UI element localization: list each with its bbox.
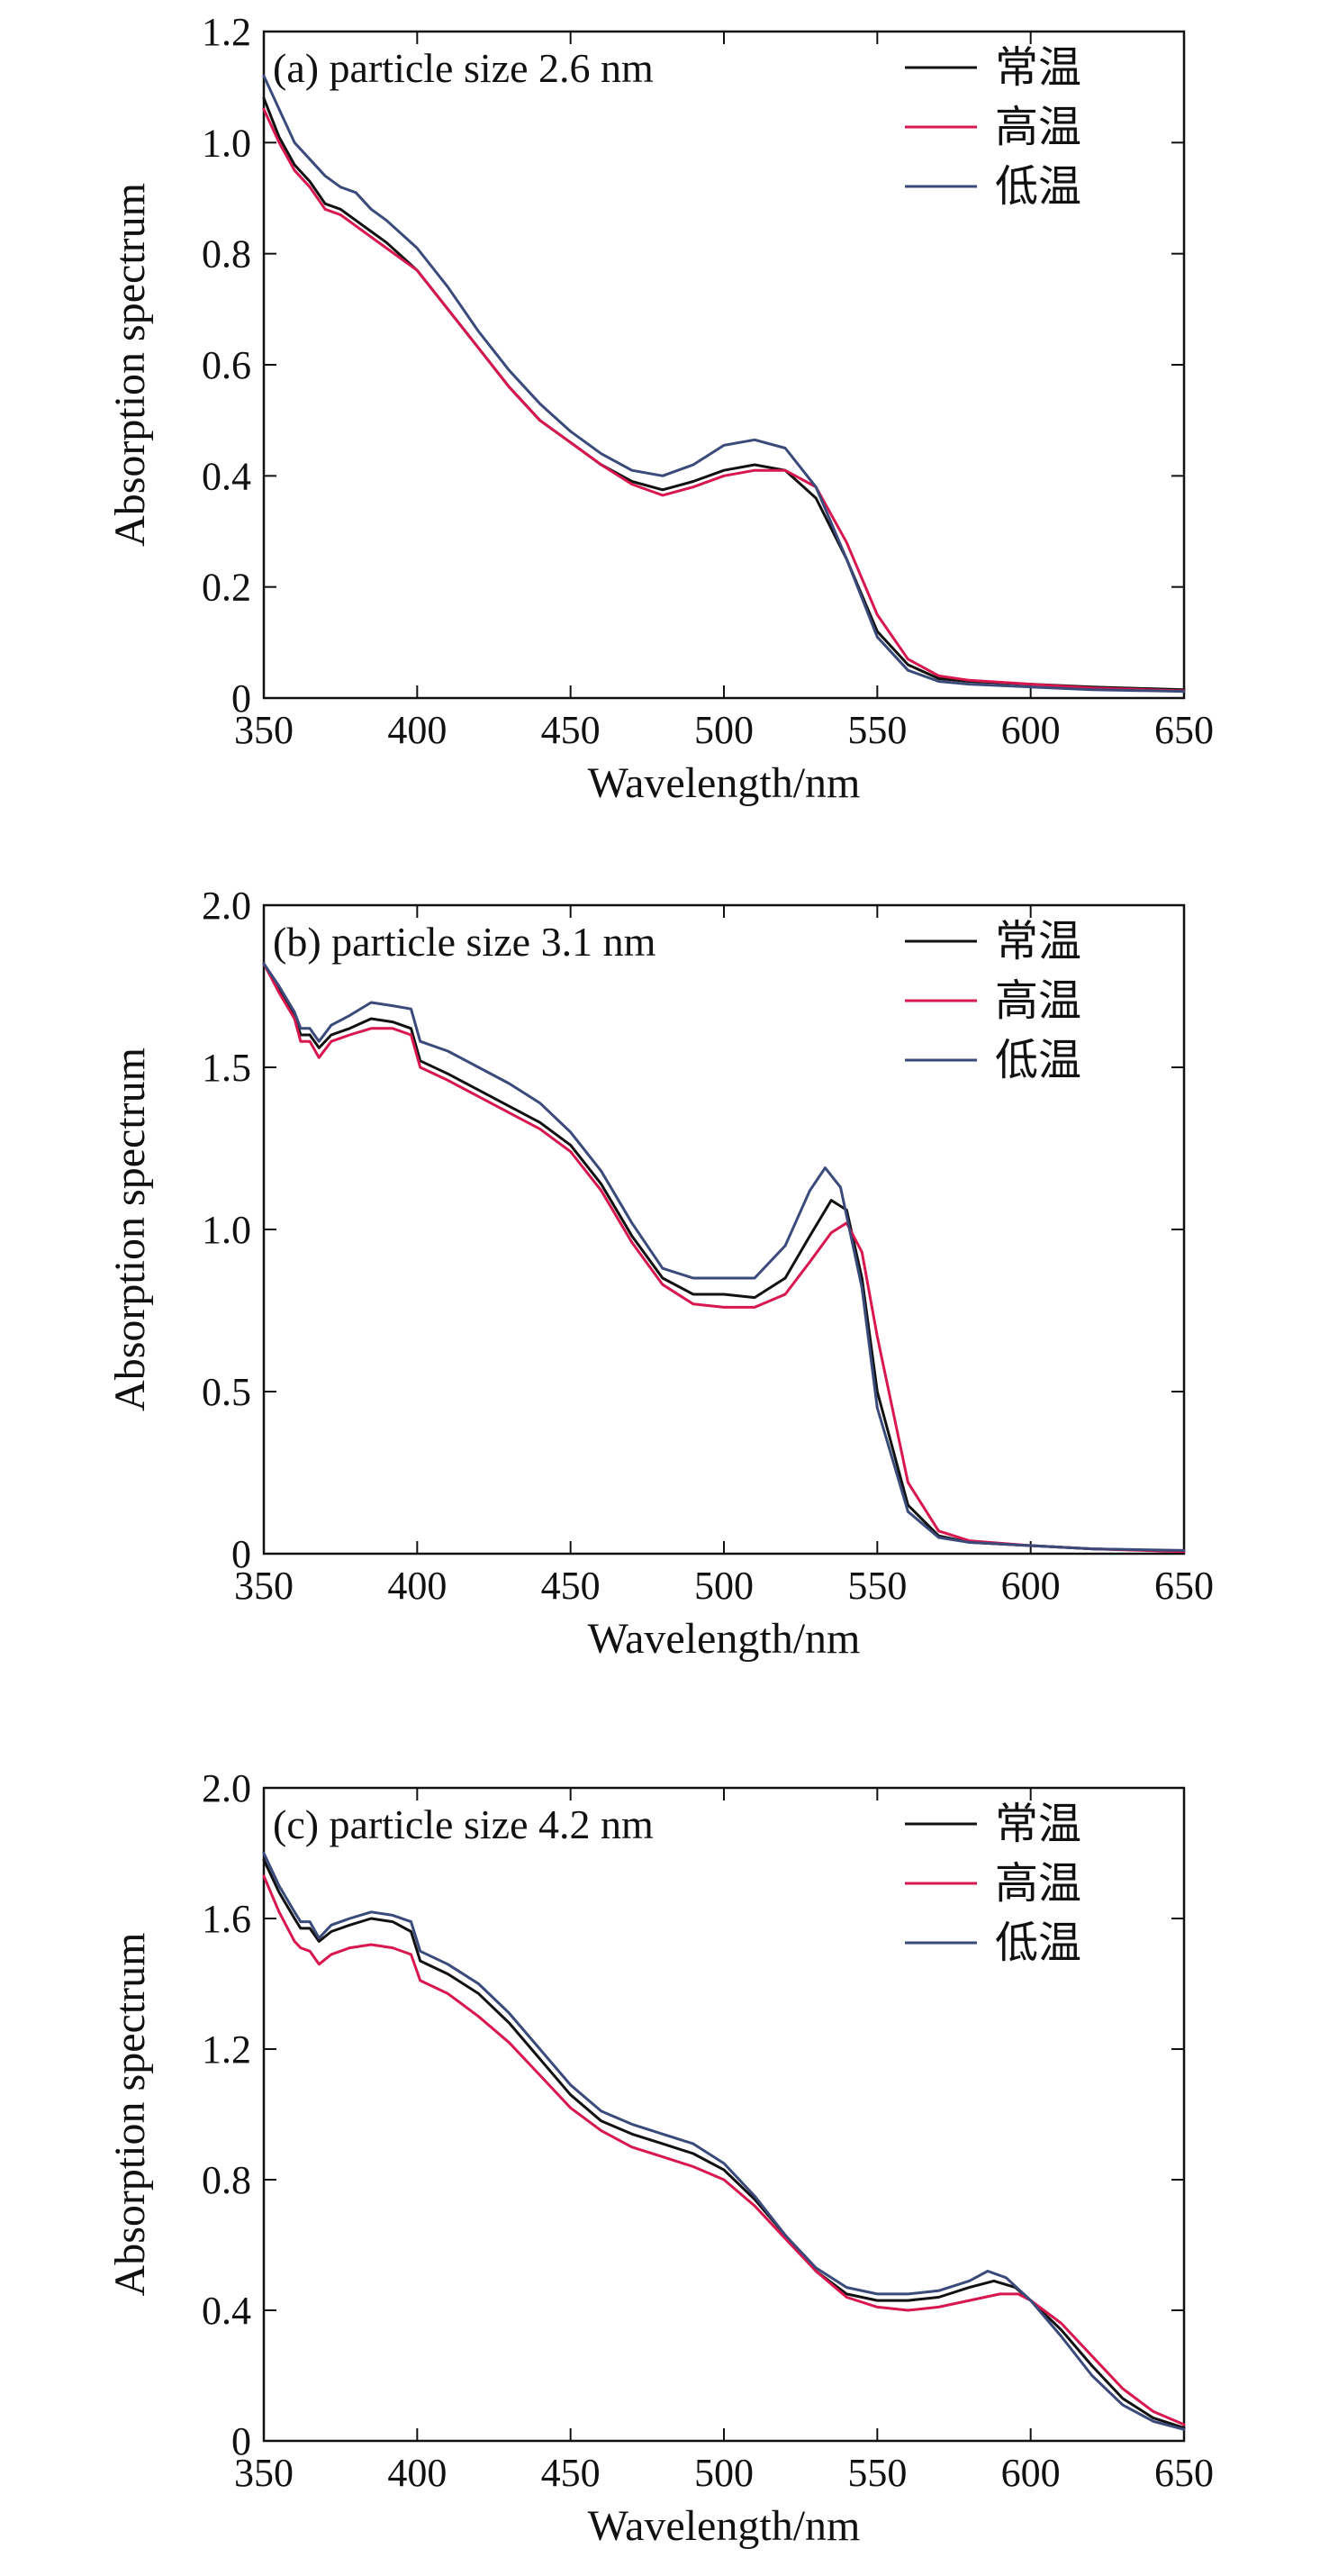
x-tick-label: 550 [847,1564,907,1608]
x-axis-label: Wavelength/nm [588,1615,861,1663]
x-tick-label: 500 [694,708,754,752]
x-tick-label: 550 [847,708,907,752]
x-axis-label: Wavelength/nm [588,759,861,807]
x-tick-label: 500 [694,1564,754,1608]
x-tick-label: 500 [694,2451,754,2495]
x-tick-label: 550 [847,2451,907,2495]
x-tick-label: 350 [234,708,294,752]
series-line-1 [262,962,1186,1554]
y-axis-label: Absorption spectrum [106,1933,154,2297]
y-axis-label: Absorption spectrum [106,183,154,547]
y-tick-label: 0 [231,2419,251,2463]
y-tick-label: 0.6 [202,343,251,387]
series-line-2 [262,1852,1186,2431]
x-tick-label: 400 [387,1564,447,1608]
legend-label: 常温 [995,1799,1081,1849]
x-tick-label: 400 [387,2451,447,2495]
y-tick-label: 1.5 [202,1046,251,1090]
series-line-1 [262,1874,1186,2426]
y-tick-label: 1.0 [202,1208,251,1252]
panel-a: 350 400 450 500 550 600 650 0 0.2 0.4 0.6 0.8 1.0 1.2… [106,10,1214,807]
x-tick-label: 600 [1001,708,1061,752]
y-tick-label: 1.2 [202,10,251,54]
panel-b: 350 400 450 500 550 600 650 0 0.5 1.0 1.5 2.0 Wavele… [106,884,1214,1663]
series-line-0 [262,962,1186,1553]
x-tick-label: 650 [1154,2451,1214,2495]
legend-label: 高温 [995,102,1081,152]
y-tick-label: 0.4 [202,454,251,498]
x-tick-label: 350 [234,1564,294,1608]
x-tick-label: 450 [541,708,601,752]
y-tick-label: 2.0 [202,884,251,928]
x-axis-label: Wavelength/nm [588,2502,861,2550]
series-line-2 [262,74,1186,694]
panel-title: (c) particle size 4.2 nm [273,1801,654,1847]
series-line-1 [262,107,1186,693]
y-tick-label: 0.8 [202,232,251,277]
legend-label: 常温 [995,42,1081,93]
y-tick-label: 1.2 [202,2027,251,2072]
y-tick-label: 0.2 [202,566,251,610]
x-tick-label: 450 [541,1564,601,1608]
x-tick-label: 600 [1001,2451,1061,2495]
series-line-2 [262,962,1186,1552]
y-tick-label: 1.0 [202,121,251,165]
legend-label: 高温 [995,1858,1081,1909]
y-tick-label: 0.5 [202,1370,251,1414]
panel-c: 350 400 450 500 550 600 650 0 0.4 0.8 1.2 1.6 2.0 Wav… [106,1766,1214,2550]
legend-label: 低温 [995,1918,1081,1968]
y-tick-label: 0.4 [202,2289,251,2333]
panel-title: (a) particle size 2.6 nm [273,45,654,91]
x-tick-label: 650 [1154,1564,1214,1608]
legend-label: 低温 [995,161,1081,212]
y-tick-label: 2.0 [202,1766,251,1810]
legend-label: 常温 [995,916,1081,966]
y-tick-label: 1.6 [202,1897,251,1941]
x-tick-label: 650 [1154,708,1214,752]
x-tick-label: 400 [387,708,447,752]
y-tick-label: 0.8 [202,2158,251,2202]
y-tick-label: 0 [231,1532,251,1576]
legend-label: 低温 [995,1035,1081,1085]
x-tick-label: 600 [1001,1564,1061,1608]
panel-title: (b) particle size 3.1 nm [273,919,656,965]
x-tick-label: 350 [234,2451,294,2495]
series-line-0 [262,1858,1186,2429]
x-tick-label: 450 [541,2451,601,2495]
y-axis-label: Absorption spectrum [106,1048,154,1411]
legend-label: 高温 [995,975,1081,1026]
y-tick-label: 0 [231,676,251,721]
